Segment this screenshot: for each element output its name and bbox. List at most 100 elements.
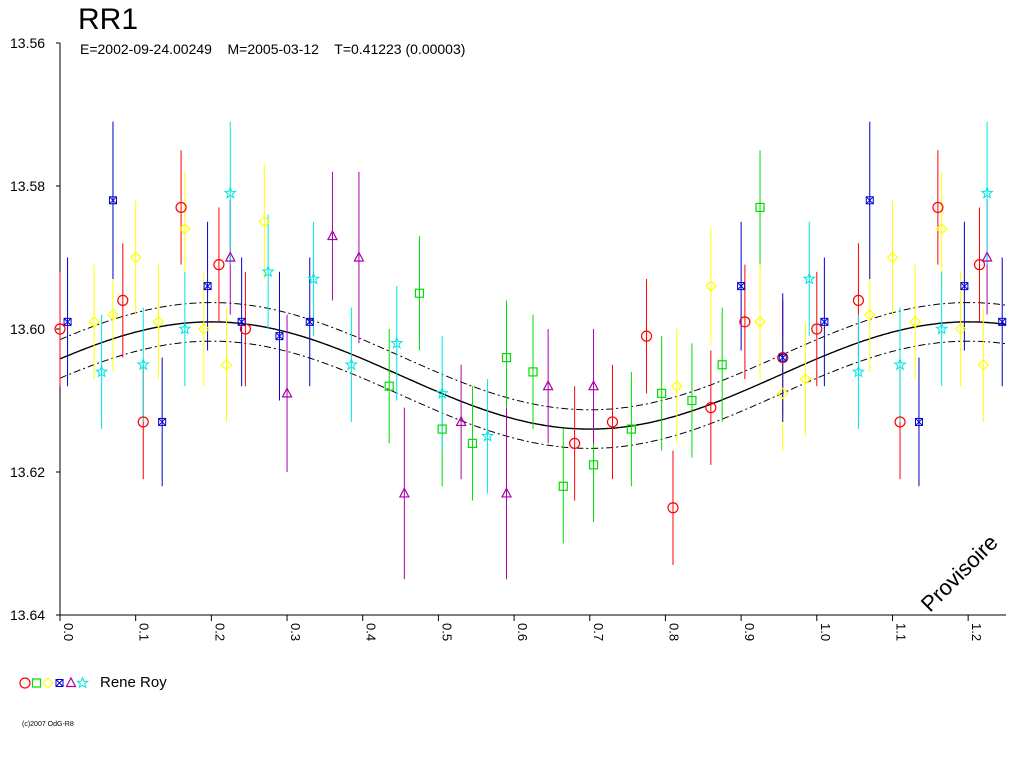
data-point bbox=[481, 429, 495, 442]
square-marker-shape bbox=[31, 677, 42, 688]
xsquare-marker-cross bbox=[820, 317, 829, 326]
data-markers bbox=[54, 186, 1007, 514]
data-point bbox=[704, 280, 717, 292]
data-point bbox=[542, 379, 554, 391]
data-point bbox=[197, 323, 210, 335]
star-marker-shape bbox=[435, 386, 449, 399]
diamond-marker-shape bbox=[954, 323, 967, 335]
square-marker-shape bbox=[657, 388, 667, 398]
circle-marker-shape bbox=[19, 676, 31, 689]
circle-marker-shape bbox=[137, 416, 149, 428]
data-point bbox=[799, 373, 812, 385]
xsquare-marker-cross bbox=[237, 317, 246, 326]
data-point bbox=[275, 332, 284, 341]
diamond-marker-shape bbox=[754, 316, 766, 328]
xsquare-marker-shape bbox=[998, 317, 1007, 326]
data-point bbox=[705, 402, 717, 414]
legend-symbol-square bbox=[31, 677, 42, 688]
xsquare-marker-cross bbox=[960, 282, 969, 290]
data-point bbox=[175, 201, 187, 214]
data-point bbox=[935, 322, 949, 335]
data-point bbox=[852, 294, 865, 306]
xsquare-marker-shape bbox=[960, 282, 969, 291]
y-tick-label: 13.56 bbox=[10, 35, 45, 51]
data-point bbox=[63, 317, 72, 326]
data-point bbox=[528, 367, 538, 377]
circle-marker-shape bbox=[705, 402, 717, 414]
xsquare-marker-cross bbox=[865, 196, 874, 205]
data-point bbox=[606, 416, 619, 428]
data-point bbox=[414, 288, 425, 298]
data-point bbox=[117, 294, 129, 306]
circle-marker-shape bbox=[569, 437, 581, 449]
data-point bbox=[863, 308, 876, 321]
data-point bbox=[777, 352, 789, 364]
data-point bbox=[353, 251, 365, 262]
error-bars bbox=[59, 121, 1003, 580]
diamond-marker-shape bbox=[704, 280, 717, 292]
copyright-label: (c)2007 OdG-R8 bbox=[22, 721, 74, 728]
data-point bbox=[776, 387, 789, 400]
data-point bbox=[220, 358, 233, 371]
data-point bbox=[802, 271, 816, 285]
square-marker-shape bbox=[437, 424, 447, 434]
data-point bbox=[455, 415, 467, 427]
xsquare-marker-shape bbox=[55, 678, 64, 687]
diamond-marker-shape bbox=[220, 358, 233, 371]
xsquare-marker-shape bbox=[305, 317, 314, 326]
data-point bbox=[626, 424, 636, 434]
data-point bbox=[306, 271, 321, 285]
triangle-marker-shape bbox=[981, 251, 993, 262]
data-point bbox=[865, 196, 874, 205]
data-point bbox=[820, 317, 829, 326]
diamond-marker-shape bbox=[107, 308, 119, 321]
circle-marker-shape bbox=[606, 416, 619, 428]
data-point bbox=[326, 229, 338, 241]
triangle-marker-shape bbox=[281, 387, 293, 398]
triangle-marker-shape bbox=[224, 251, 236, 262]
circle-marker-shape bbox=[640, 330, 653, 342]
data-point bbox=[261, 264, 275, 278]
data-point bbox=[178, 322, 192, 335]
data-point bbox=[588, 460, 599, 470]
x-tick-label: 0.7 bbox=[591, 623, 606, 641]
xsquare-marker-cross bbox=[55, 678, 64, 687]
square-marker-shape bbox=[588, 460, 599, 470]
star-marker-shape bbox=[178, 322, 192, 335]
data-point bbox=[158, 417, 167, 426]
x-tick-label: 1.2 bbox=[969, 623, 984, 641]
diamond-marker-shape bbox=[42, 676, 54, 689]
triangle-marker-shape bbox=[542, 379, 554, 391]
data-point bbox=[558, 481, 568, 491]
chart-axes bbox=[56, 42, 1006, 621]
diamond-marker-shape bbox=[129, 251, 142, 264]
square-marker-shape bbox=[755, 202, 765, 213]
x-tick-label: 0.2 bbox=[212, 623, 227, 641]
star-marker-shape bbox=[75, 675, 90, 689]
data-point bbox=[973, 259, 986, 271]
legend: Rene Roy bbox=[18, 674, 167, 691]
triangle-marker-shape bbox=[353, 251, 365, 262]
circle-marker-shape bbox=[894, 416, 906, 428]
star-marker-shape bbox=[390, 336, 404, 349]
xsquare-marker-shape bbox=[108, 196, 117, 205]
xsquare-marker-cross bbox=[158, 418, 167, 426]
triangle-marker-shape bbox=[398, 487, 410, 498]
data-point bbox=[88, 316, 100, 328]
diamond-marker-shape bbox=[977, 358, 990, 371]
y-tick-label: 13.58 bbox=[10, 178, 45, 194]
square-marker-shape bbox=[384, 381, 394, 391]
data-point bbox=[501, 353, 512, 363]
xsquare-marker-shape bbox=[820, 317, 829, 326]
data-point bbox=[213, 259, 225, 271]
square-marker-shape bbox=[528, 367, 538, 377]
triangle-marker-shape bbox=[501, 487, 513, 498]
xsquare-marker-cross bbox=[63, 317, 72, 326]
data-point bbox=[467, 438, 478, 448]
diamond-marker-shape bbox=[776, 387, 789, 400]
data-point bbox=[851, 364, 866, 378]
diamond-marker-shape bbox=[670, 380, 683, 393]
data-point bbox=[501, 487, 513, 498]
data-point bbox=[754, 316, 766, 328]
circle-marker-shape bbox=[667, 502, 679, 514]
